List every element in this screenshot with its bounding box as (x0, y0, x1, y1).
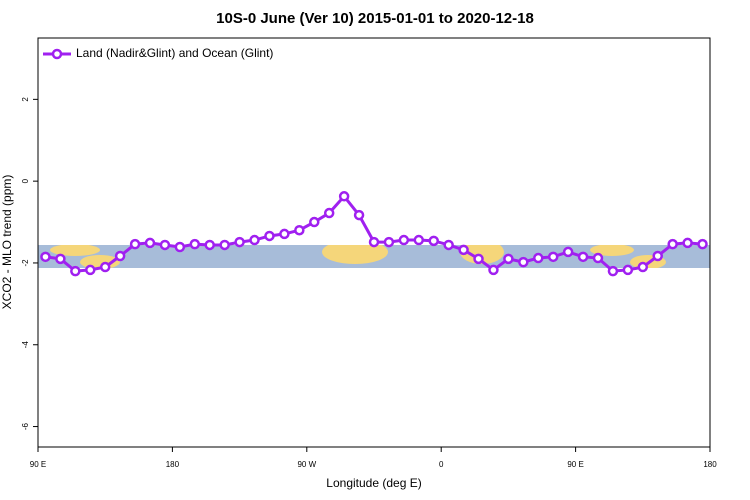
data-point (383, 236, 395, 248)
data-point (547, 251, 559, 263)
data-point (55, 253, 66, 265)
plot-frame (37, 37, 711, 448)
data-point (488, 264, 499, 276)
data-point (70, 265, 81, 277)
x-tick-label: 90 E (567, 460, 583, 469)
data-point (353, 209, 365, 221)
data-point (398, 234, 410, 246)
x-tick-label: 0 (439, 460, 444, 469)
data-point (562, 246, 574, 258)
data-point (518, 256, 529, 268)
data-point (114, 250, 126, 262)
x-tick-label: 180 (166, 460, 180, 469)
x-tick-label: 90 W (297, 460, 316, 469)
chart-title: 10S-0 June (Ver 10) 2015-01-01 to 2020-1… (216, 10, 534, 27)
y-axis-label: XCO2 - MLO trend (ppm) (0, 175, 14, 310)
data-point (533, 252, 544, 264)
data-point (219, 239, 230, 251)
data-point (682, 237, 693, 249)
data-point (40, 251, 51, 263)
data-point (607, 265, 619, 277)
data-point (189, 238, 201, 250)
data-point (458, 244, 469, 256)
x-tick-label: 90 E (30, 460, 46, 469)
data-point (159, 239, 171, 251)
data-point (652, 250, 663, 262)
data-point (264, 230, 275, 242)
data-point (249, 234, 260, 246)
data-point (294, 224, 305, 236)
data-point (443, 239, 454, 251)
y-tick-label: -4 (21, 341, 30, 349)
data-point (279, 228, 290, 240)
data-point (503, 253, 514, 265)
data-point (637, 261, 649, 273)
data-point (368, 236, 380, 248)
x-tick-label: 180 (703, 460, 717, 469)
data-point (577, 251, 589, 263)
data-point (592, 252, 604, 264)
y-tick-label: -6 (21, 422, 30, 430)
data-point (129, 238, 141, 250)
data-point (473, 253, 484, 265)
data-point (144, 237, 156, 249)
data-point (99, 261, 111, 273)
data-point (204, 239, 215, 251)
data-point (85, 264, 96, 276)
y-tick-label: 0 (21, 178, 30, 183)
data-point (309, 216, 320, 228)
data-point (697, 238, 708, 250)
data-point (338, 191, 350, 202)
data-point (174, 241, 186, 253)
data-point (323, 207, 335, 219)
y-tick-label: 2 (21, 97, 30, 102)
data-point (667, 238, 678, 250)
legend-marker (51, 48, 63, 60)
y-tick-label: -2 (21, 259, 30, 267)
data-point (622, 264, 634, 276)
legend-label: Land (Nadir&Glint) and Ocean (Glint) (76, 46, 273, 60)
data-point (428, 235, 439, 247)
x-axis-label: Longitude (deg E) (326, 476, 421, 490)
data-point (234, 236, 245, 248)
data-point (413, 234, 425, 246)
